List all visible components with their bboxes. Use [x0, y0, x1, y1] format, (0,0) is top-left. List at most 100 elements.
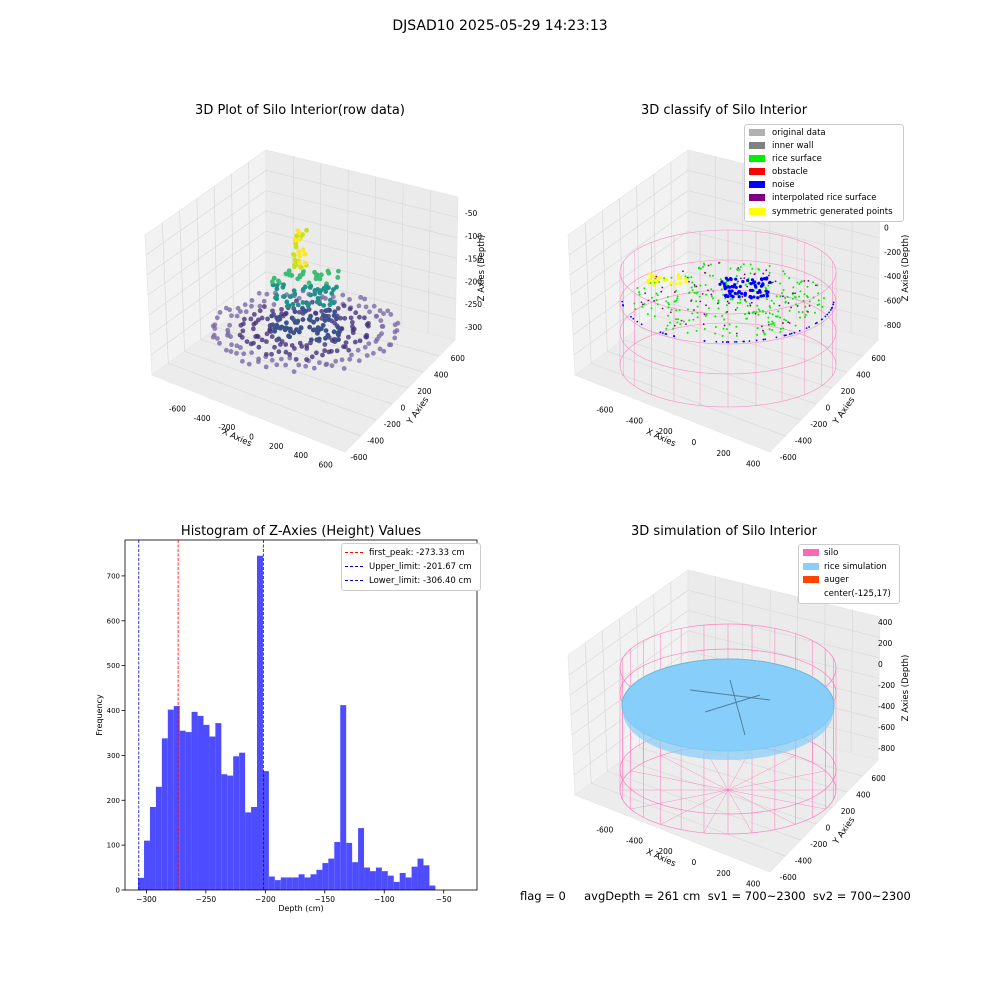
plot2-rice-point [686, 331, 689, 334]
plot2-interp-point [726, 310, 729, 313]
plot1-point [297, 260, 303, 266]
plot2-rice-point [643, 303, 646, 306]
plot1-point [214, 315, 220, 321]
plot2-interp-point [796, 305, 799, 307]
plot2-ztick-label: -600 [884, 297, 901, 306]
plot2-rice-point [633, 302, 636, 305]
plot2-rice-point [731, 298, 734, 301]
plot1-point [214, 336, 220, 341]
plot2-rice-point [736, 301, 739, 304]
plot2-ytick-label: -200 [810, 420, 827, 429]
plot2-noise-point [729, 277, 733, 281]
plot1-point [321, 313, 326, 318]
hist-legend-item: Upper_limit: -201.67 cm [345, 560, 477, 574]
legend-label: symmetric generated points [772, 206, 893, 217]
plot1-point [310, 327, 316, 333]
plot2-interp-point [702, 323, 705, 326]
plot1-point [281, 294, 287, 299]
plot2-sym-point [669, 281, 673, 285]
plot4-grid [687, 610, 880, 659]
plot2-rice-point [641, 305, 644, 308]
plot2-rice-point [792, 286, 795, 289]
plot2-rice-point [756, 327, 759, 330]
plot2-interp-point [699, 300, 702, 303]
plot2-rice-point [779, 330, 782, 333]
plot2-noise-point [737, 295, 741, 299]
plot1-point [274, 362, 280, 368]
plot1-point [290, 251, 296, 257]
plot4-ytick-label: 400 [856, 791, 871, 800]
legend-swatch [749, 194, 765, 202]
plot1-ztick-label: -200 [465, 277, 482, 286]
plot1-point [276, 336, 282, 342]
plot2-rice-point [756, 333, 759, 336]
plot2-rice-point [676, 321, 679, 324]
plot2-rice-point [722, 293, 725, 296]
plot1-point [269, 357, 275, 363]
plot1-point [366, 320, 371, 326]
plot1-point [322, 348, 328, 354]
plot2-rice-point [770, 323, 773, 326]
plot1-point [317, 276, 323, 282]
hist-ytick-label: 500 [107, 662, 120, 670]
plot1-point [349, 319, 355, 325]
plot2-ytick-label: 600 [871, 354, 886, 363]
plot1-point [378, 318, 384, 324]
plot1-point [292, 291, 298, 297]
plot4-grid [850, 610, 853, 754]
plot1-point [356, 358, 362, 364]
plot2-rice-point [714, 325, 717, 328]
plot2-noise-point [793, 331, 796, 334]
hist-bar [316, 869, 323, 890]
legend-swatch [749, 181, 765, 189]
plot4-grid [568, 590, 689, 676]
hist-bar [138, 877, 145, 890]
legend-label: center(-125,17) [824, 588, 891, 599]
plot2-noise-point [720, 280, 724, 284]
plot2-interp-point [765, 269, 768, 272]
plot1-point [329, 363, 335, 369]
plot1-point [305, 303, 311, 309]
plot2-rice-point [728, 323, 731, 326]
plot4-ytick-label: -600 [780, 873, 797, 882]
plot1-point [322, 342, 328, 347]
plot2-rice-point [710, 263, 713, 266]
plot2-rice-point [768, 312, 771, 315]
plot2-rice-point [757, 268, 760, 271]
plot2-rice-point [717, 299, 720, 302]
plot2-noise-point [632, 317, 635, 320]
plot2-ytick-label: -400 [795, 436, 812, 445]
plot4-grid [569, 610, 689, 696]
hist-legend-item: first_peak: -273.33 cm [345, 546, 477, 560]
plot1-point [334, 284, 339, 290]
plot2-noise-point [703, 340, 706, 342]
plot2-legend-item: symmetric generated points [749, 206, 899, 219]
plot2-interp-point [750, 301, 753, 304]
plot1-point [292, 237, 298, 243]
plot2-noise-point [805, 327, 808, 330]
plot2-noise-point [814, 322, 817, 325]
plot1-point [341, 366, 347, 371]
plot2-rice-point [643, 287, 646, 290]
plot2-rice-point [779, 282, 782, 285]
plot2-noise-point [790, 332, 793, 335]
plot2-rice-point [687, 276, 690, 279]
plot1-point [287, 352, 293, 357]
legend-label: auger [824, 575, 849, 585]
hist-ytick-label: 100 [107, 842, 120, 850]
plot1-point [374, 313, 380, 319]
plot2-sym-point [684, 279, 688, 284]
hist-bar [423, 865, 430, 890]
plot1-grid [145, 169, 267, 256]
plot1-point [388, 312, 394, 317]
plot1-xtick-label: -200 [218, 423, 235, 432]
plot2-rice-point [696, 311, 699, 314]
hist-bar [203, 724, 210, 890]
plot1-point [323, 328, 329, 334]
plot2-pane [574, 291, 879, 453]
plot2-ytick-label: 0 [826, 404, 831, 413]
plot1-ytick-label: 200 [417, 387, 432, 396]
plot1-point [242, 302, 248, 308]
plot2-noise-point [725, 285, 729, 289]
plot2-noise-point [746, 278, 750, 283]
